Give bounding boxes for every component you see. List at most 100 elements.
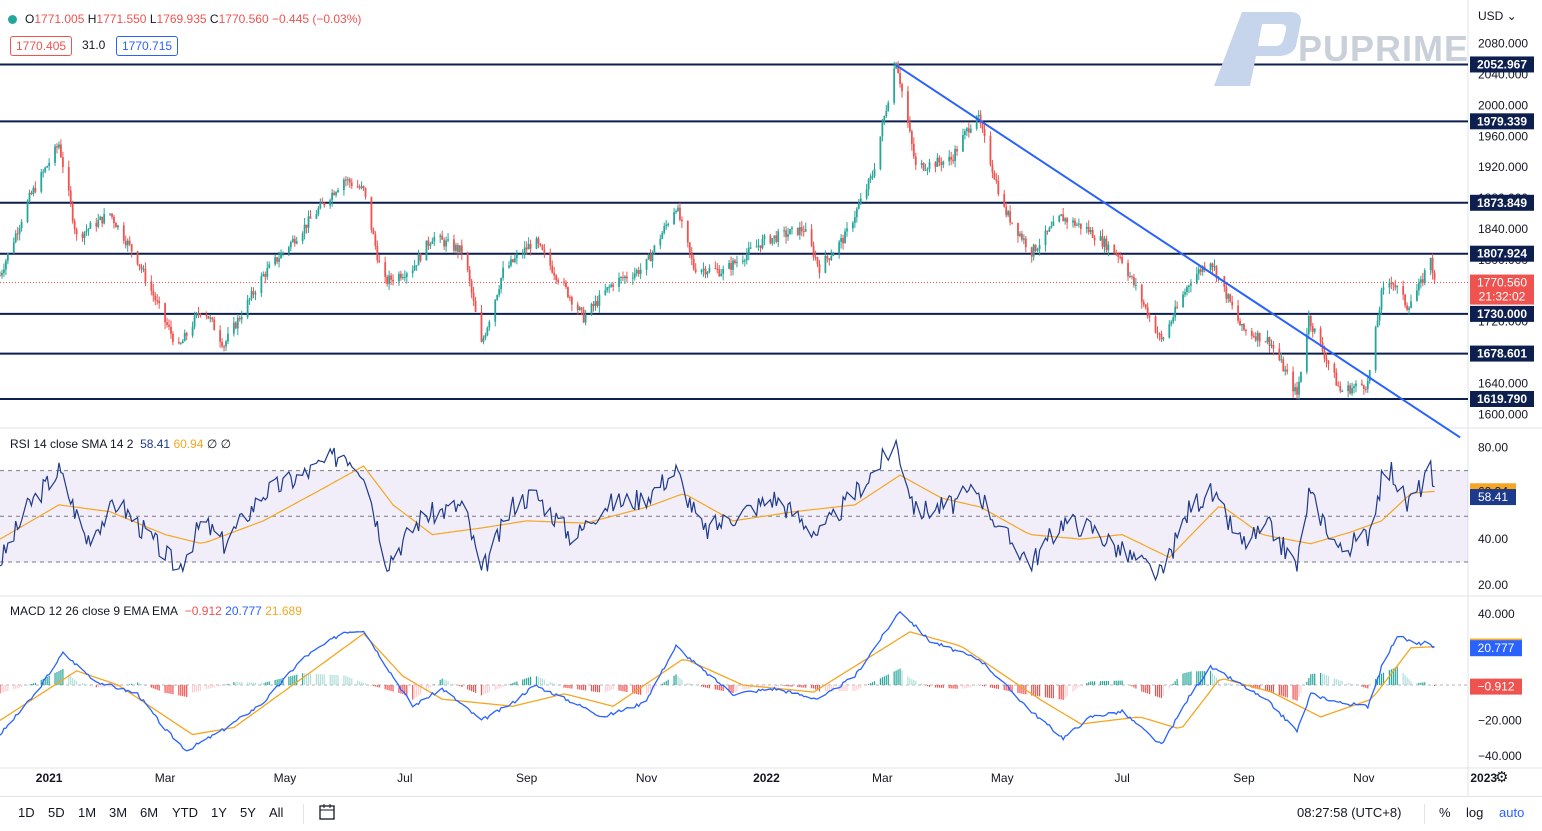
range-1m[interactable]: 1M: [78, 805, 97, 820]
currency-selector[interactable]: USD ⌄: [1478, 9, 1517, 23]
candle-body: [977, 114, 980, 117]
price-tick-label: 2080.000: [1478, 37, 1528, 51]
candle-body: [1362, 385, 1365, 389]
candle-body: [456, 245, 459, 252]
range-1y[interactable]: 1Y: [211, 805, 227, 820]
candle-body: [855, 208, 858, 218]
candle-body: [1339, 386, 1342, 392]
candle-body: [857, 204, 860, 209]
time-tick-label: Mar: [155, 771, 176, 785]
candle-body: [964, 131, 966, 136]
log-scale-toggle[interactable]: log: [1466, 805, 1484, 820]
candle-body: [871, 176, 874, 178]
candle-body: [624, 276, 626, 279]
candle-body: [87, 228, 90, 231]
candle-body: [67, 167, 70, 191]
candle-body: [1390, 282, 1393, 284]
candle-body: [211, 317, 214, 320]
sell-price-button[interactable]: 1770.405: [10, 36, 73, 56]
candle-body: [1225, 286, 1228, 299]
candle-body: [364, 187, 367, 197]
candle-body: [113, 216, 115, 224]
candle-body: [115, 223, 117, 228]
open-value: 1771.005: [34, 12, 85, 26]
candle-body: [1197, 269, 1200, 274]
low-value: 1769.935: [156, 12, 207, 26]
candle-body: [592, 303, 595, 307]
candle-body: [1093, 237, 1096, 241]
candle-body: [460, 245, 463, 254]
goto-date-icon[interactable]: [318, 803, 336, 824]
candle-body: [333, 192, 335, 196]
price-tags: 2052.967 1979.339 1873.849 1807.924 1730.000…: [1470, 56, 1534, 407]
candle-body: [488, 321, 491, 328]
candle-body: [1325, 358, 1328, 361]
candle-body: [653, 245, 656, 253]
range-5y[interactable]: 5Y: [240, 805, 256, 820]
candle-body: [301, 233, 304, 242]
macd-pane: −40.000−20.00020.00040.00021.68920.777−0…: [0, 607, 1522, 763]
range-ytd[interactable]: YTD: [172, 805, 198, 820]
horizontal-levels: [0, 63, 1468, 400]
range-6m[interactable]: 6M: [140, 805, 159, 820]
range-all[interactable]: All: [269, 805, 284, 820]
candle-body: [663, 226, 666, 233]
clock-timezone[interactable]: 08:27:58 (UTC+8): [1297, 805, 1402, 820]
candle-body: [508, 265, 510, 268]
time-tick-label: 2022: [753, 771, 780, 785]
candle-body: [466, 253, 469, 270]
candle-body: [1119, 256, 1122, 258]
candle-body: [995, 179, 998, 181]
candle-body: [618, 277, 620, 287]
candle-body: [865, 189, 868, 199]
candle-body: [694, 269, 697, 273]
candle-body: [280, 253, 282, 259]
candle-body: [1215, 266, 1218, 278]
buy-price-button[interactable]: 1770.715: [116, 36, 179, 56]
range-1d[interactable]: 1D: [18, 805, 35, 820]
range-5d[interactable]: 5D: [48, 805, 65, 820]
candle-body: [743, 260, 746, 262]
candle-body: [144, 268, 147, 282]
candle-body: [525, 247, 528, 250]
candle-body: [1429, 257, 1432, 271]
candle-body: [321, 202, 324, 204]
range-3m[interactable]: 3M: [109, 805, 128, 820]
candle-body: [1076, 224, 1078, 226]
candle-body: [887, 102, 890, 111]
price-level-label: 1730.000: [1477, 307, 1527, 321]
candle-body: [1170, 321, 1173, 325]
candle-body: [769, 235, 772, 244]
candle-body: [130, 244, 133, 252]
candle-body: [1195, 273, 1198, 284]
settings-gear-icon[interactable]: ⚙: [1495, 769, 1509, 786]
rsi-title: RSI 14 close SMA 14 2: [10, 437, 134, 451]
candle-body: [1392, 283, 1395, 285]
candle-body: [816, 257, 819, 265]
candle-body: [948, 156, 951, 162]
candle-body: [567, 287, 569, 298]
candle-body: [319, 202, 322, 209]
candle-body: [791, 227, 793, 230]
macd-value-tag: [1470, 678, 1522, 695]
percent-scale-toggle[interactable]: %: [1439, 805, 1451, 820]
candle-body: [523, 247, 526, 254]
candle-body: [1005, 206, 1008, 216]
candle-body: [551, 265, 554, 273]
candle-body: [1337, 385, 1340, 387]
auto-scale-toggle[interactable]: auto: [1499, 805, 1525, 820]
candle-body: [639, 269, 642, 274]
candle-body: [4, 260, 7, 270]
candle-body: [940, 162, 943, 165]
candle-body: [197, 313, 200, 315]
candle-body: [1406, 305, 1408, 310]
candle-body: [736, 261, 738, 264]
candle-body: [164, 303, 166, 323]
candle-body: [136, 251, 139, 265]
candle-body: [1011, 222, 1013, 224]
candle-body: [225, 341, 227, 347]
candle-body: [34, 187, 37, 192]
candle-body: [61, 157, 64, 168]
candle-body: [417, 254, 420, 266]
